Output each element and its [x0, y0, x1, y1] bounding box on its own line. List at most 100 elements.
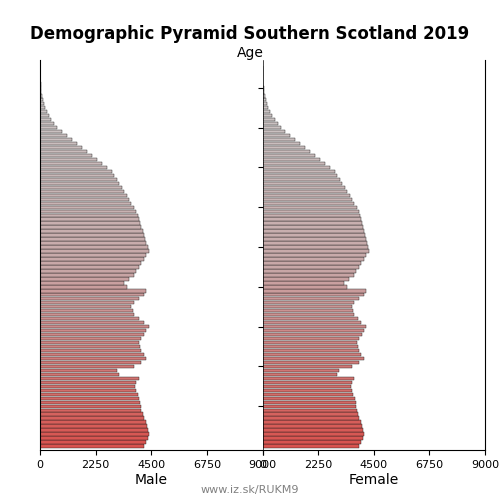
Bar — [262, 218, 362, 221]
Bar — [262, 138, 295, 141]
Bar — [262, 226, 364, 229]
Bar — [262, 194, 350, 197]
Bar — [40, 258, 144, 260]
Bar — [40, 238, 145, 241]
Bar — [40, 444, 144, 448]
Bar — [262, 230, 364, 233]
Bar — [40, 392, 138, 396]
Bar — [262, 337, 360, 340]
Bar — [262, 416, 360, 420]
Bar — [40, 428, 148, 432]
Bar — [262, 301, 354, 304]
Bar — [40, 126, 58, 130]
Bar — [40, 277, 129, 280]
Bar — [40, 106, 45, 110]
Bar — [40, 202, 132, 205]
Bar — [40, 166, 107, 169]
Bar — [262, 353, 362, 356]
Bar — [262, 142, 300, 146]
Bar — [262, 82, 264, 86]
Bar — [262, 110, 270, 114]
Bar — [40, 122, 54, 126]
Bar — [40, 170, 112, 173]
Bar — [40, 194, 126, 197]
Bar — [40, 118, 52, 122]
Bar — [40, 269, 136, 272]
Bar — [40, 420, 146, 424]
Bar — [40, 337, 142, 340]
Bar — [262, 408, 357, 412]
Bar — [262, 242, 368, 245]
Bar — [262, 102, 267, 106]
Bar — [40, 317, 139, 320]
Bar — [262, 388, 352, 392]
Bar — [262, 190, 347, 193]
Bar — [40, 281, 124, 284]
Bar — [262, 305, 352, 308]
Bar — [262, 436, 362, 440]
Text: Demographic Pyramid Southern Scotland 2019: Demographic Pyramid Southern Scotland 20… — [30, 25, 469, 43]
Bar — [262, 186, 344, 189]
Bar — [262, 384, 351, 388]
Bar — [40, 424, 147, 428]
Bar — [262, 166, 330, 169]
Bar — [262, 234, 366, 237]
Bar — [262, 90, 264, 94]
Bar — [262, 238, 366, 241]
Bar — [262, 380, 352, 384]
Bar — [40, 234, 144, 237]
Bar — [40, 246, 148, 248]
Bar — [262, 297, 359, 300]
Bar — [262, 134, 290, 138]
Bar — [262, 404, 356, 408]
Bar — [262, 214, 360, 217]
Bar — [40, 162, 102, 165]
Bar — [262, 258, 364, 260]
Bar — [262, 202, 354, 205]
Bar — [40, 432, 149, 436]
Bar — [40, 364, 134, 368]
Bar — [40, 357, 146, 360]
X-axis label: Female: Female — [348, 472, 399, 486]
Bar — [40, 388, 136, 392]
Bar — [262, 78, 263, 82]
Bar — [40, 396, 140, 400]
Bar — [262, 273, 354, 276]
Bar — [262, 178, 340, 181]
Bar — [262, 122, 278, 126]
Bar — [40, 94, 42, 98]
Bar — [262, 317, 358, 320]
Bar — [40, 353, 144, 356]
Bar — [40, 150, 87, 153]
Bar — [40, 102, 44, 106]
Bar — [262, 98, 266, 102]
Bar — [262, 174, 337, 177]
Bar — [40, 289, 146, 292]
Bar — [262, 94, 265, 98]
Bar — [262, 432, 364, 436]
X-axis label: Male: Male — [135, 472, 168, 486]
Bar — [40, 134, 67, 138]
Bar — [40, 305, 132, 308]
Bar — [40, 262, 142, 264]
Bar — [262, 222, 362, 225]
Bar — [262, 182, 342, 185]
Text: Age: Age — [236, 46, 264, 60]
Bar — [40, 436, 148, 440]
Bar — [262, 265, 359, 268]
Bar — [262, 281, 344, 284]
Bar — [40, 230, 142, 233]
Bar — [40, 114, 48, 117]
Bar — [262, 130, 285, 134]
Bar — [40, 86, 41, 90]
Bar — [40, 273, 134, 276]
Bar — [262, 106, 268, 110]
Bar — [40, 146, 82, 149]
Bar — [40, 265, 139, 268]
Bar — [262, 170, 334, 173]
Bar — [262, 162, 325, 165]
Bar — [262, 269, 356, 272]
Bar — [40, 154, 92, 157]
Bar — [262, 428, 364, 432]
Bar — [40, 440, 146, 444]
